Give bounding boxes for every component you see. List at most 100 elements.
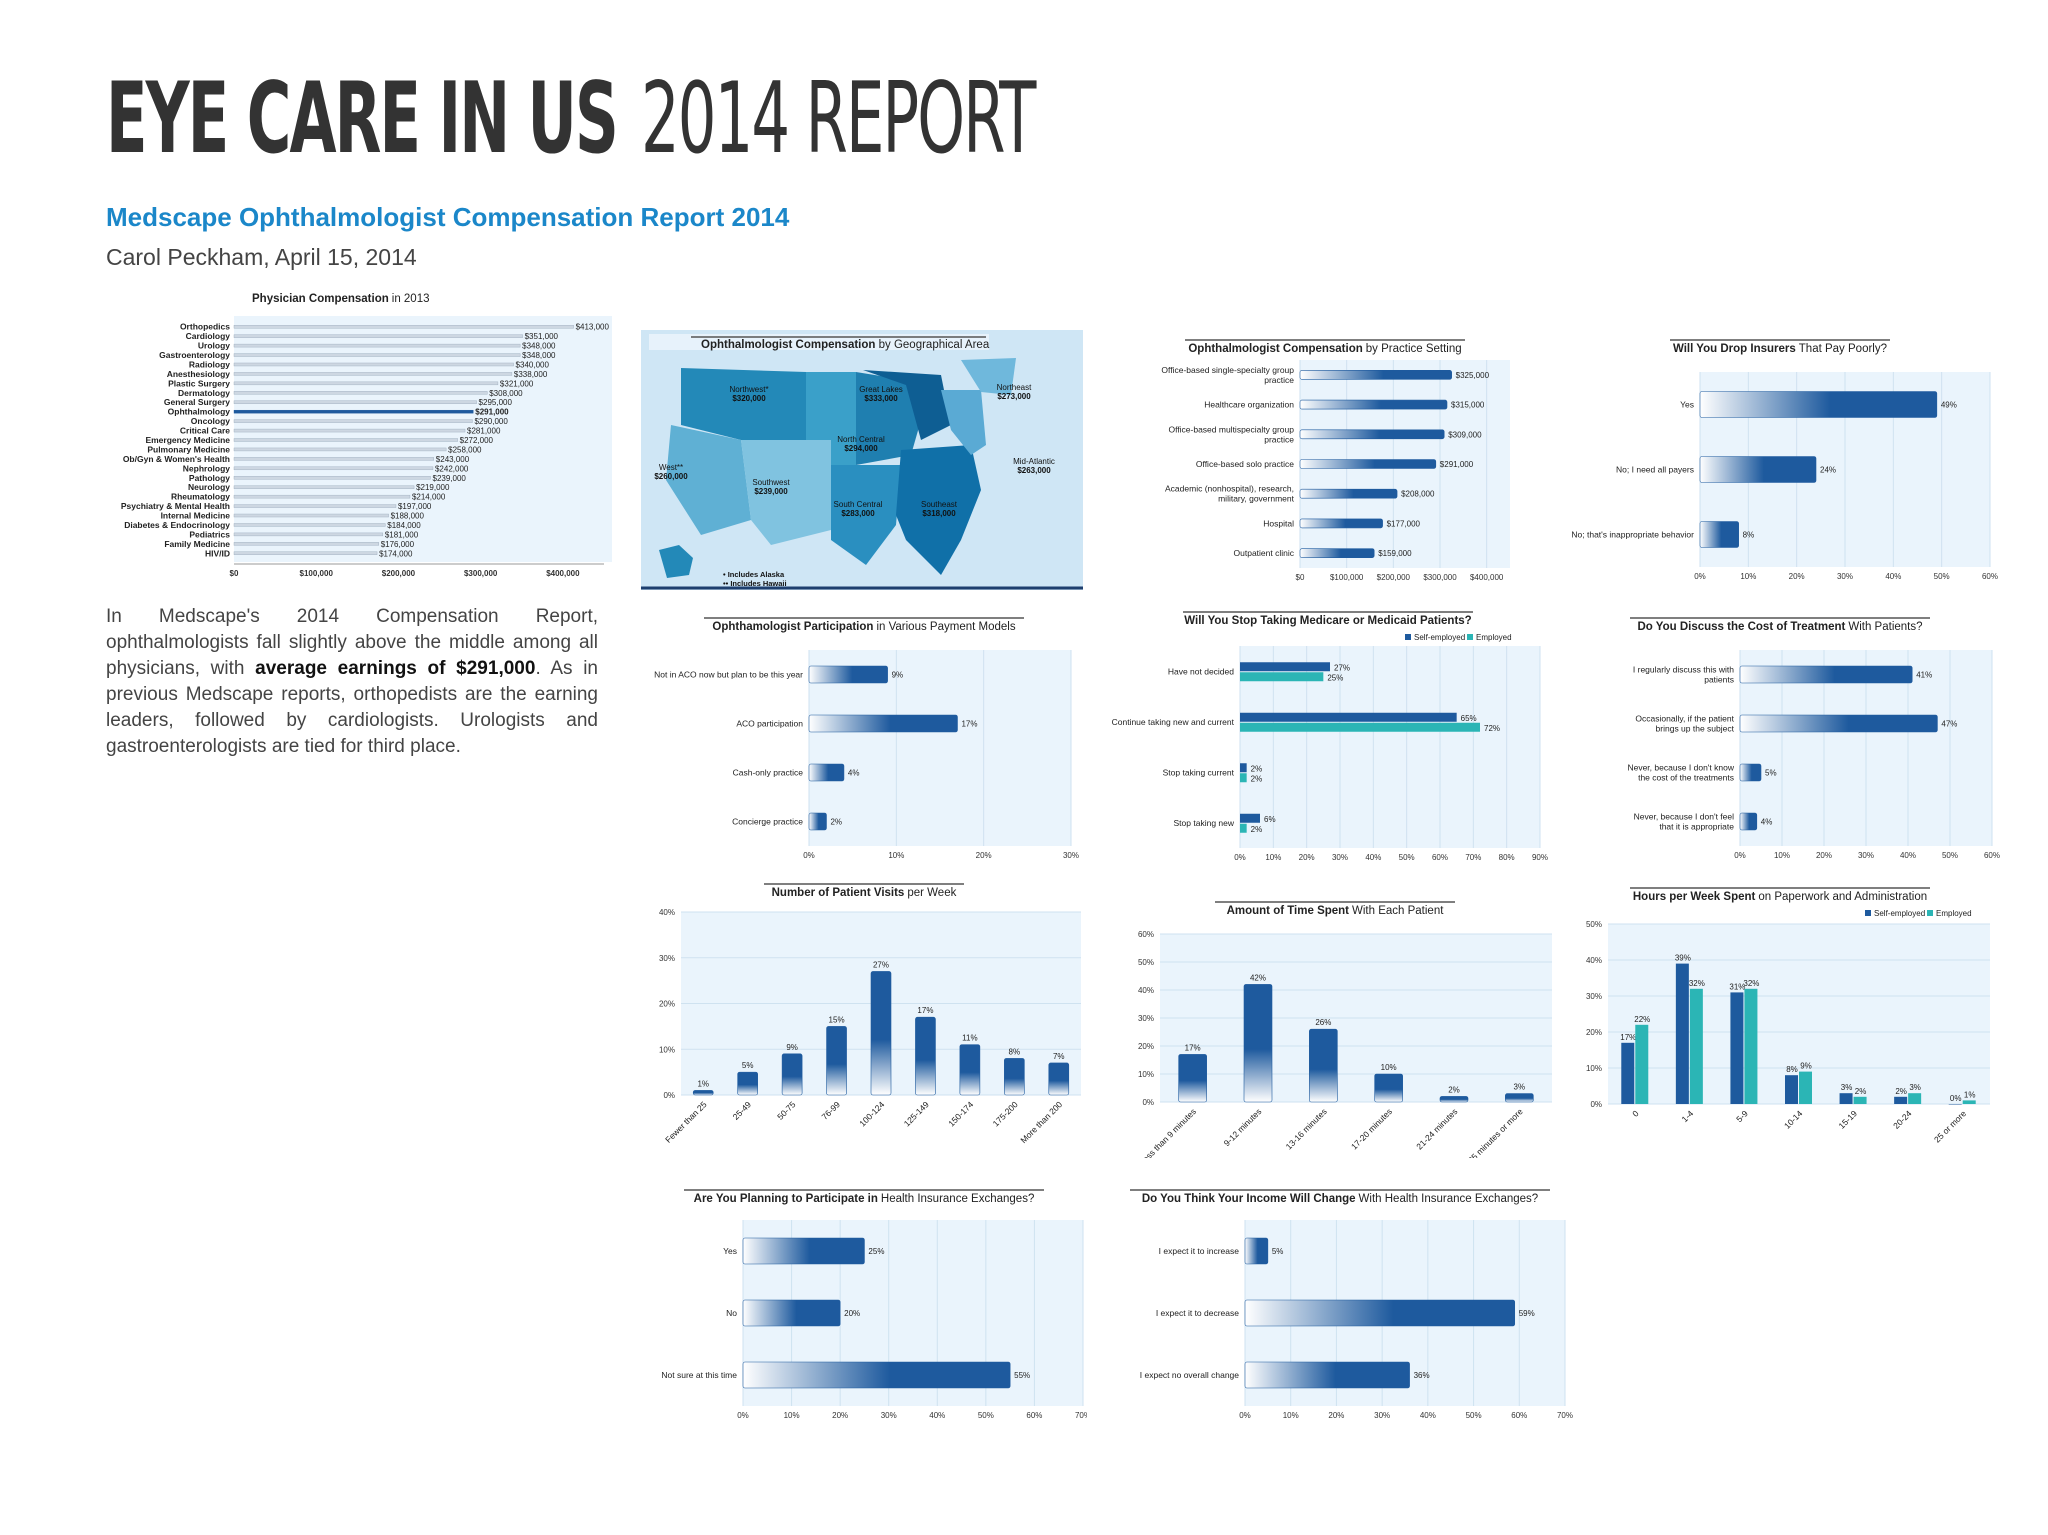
bar (233, 334, 523, 338)
category-label: Pediatrics (189, 529, 230, 539)
value-label: 4% (1761, 818, 1773, 827)
category-label: Never, because I don't know the cost of t… (1627, 763, 1734, 783)
x-tick-label: $0 (230, 569, 239, 578)
region-mid-atlantic (941, 390, 986, 455)
category-label: 150-174 (946, 1099, 975, 1128)
value-label: $181,000 (385, 530, 419, 539)
bar (1299, 488, 1398, 499)
x-tick-label: 30% (1332, 853, 1348, 862)
category-label-line: Yes (723, 1246, 737, 1256)
x-tick-label: 40% (1900, 851, 1916, 860)
category-label-line: Academic (nonhospital), research, (1165, 484, 1294, 494)
legend-label: Self-employed (1874, 909, 1925, 918)
x-tick-label: 30% (1837, 572, 1853, 581)
value-label: 8% (1743, 531, 1755, 540)
x-tick-label: $300,000 (464, 569, 498, 578)
y-tick-label: 10% (659, 1045, 675, 1054)
y-tick-label: 20% (1138, 1042, 1154, 1051)
map-label-south-central: South Central (834, 500, 883, 509)
map-label-northeast: Northeast (997, 383, 1032, 392)
x-tick-label: 30% (1063, 851, 1079, 860)
category-label: General Surgery (164, 397, 230, 407)
map-note-hawaii: •• Includes Hawaii (723, 579, 787, 588)
category-label-line: Stop taking new (1174, 818, 1235, 828)
category-label: 1-4 (1680, 1108, 1696, 1124)
chart-title-normal: per Week (907, 887, 956, 899)
category-label: Ophthalmology (168, 407, 231, 417)
value-label: $258,000 (448, 445, 482, 454)
chart-title-normal: With Patients? (1848, 621, 1922, 633)
chart-title: Number of Patient Visits per Week (772, 887, 957, 899)
bar (233, 457, 435, 461)
map-value-west: $260,000 (654, 472, 688, 481)
y-tick-label: 30% (1138, 1014, 1154, 1023)
value-label: 15% (829, 1015, 845, 1024)
bar (233, 438, 458, 442)
category-label-line: I expect it to decrease (1156, 1308, 1239, 1318)
bar-employed (1908, 1093, 1922, 1104)
value-label: 72% (1484, 724, 1500, 733)
category-label-line: No; that's inappropriate behavior (1571, 530, 1694, 540)
physician-compensation-svg: Physician Compensation in 2013 $0 $100,000 $… (121, 293, 612, 578)
x-tick-label: 50% (1934, 572, 1950, 581)
region-alaska (659, 545, 693, 578)
category-label: HIV/ID (205, 548, 230, 558)
chart-title: Ophthamologist Participation in Various P… (712, 621, 1015, 633)
category-label: 125-149 (902, 1099, 931, 1128)
category-label: I expect no overall change (1140, 1370, 1240, 1380)
category-label-line: I regularly discuss this with (1633, 665, 1734, 675)
map-label-west: West** (659, 463, 683, 472)
category-label-line: Outpatient clinic (1234, 548, 1295, 558)
x-tick-label: 30% (1858, 851, 1874, 860)
value-label: $239,000 (433, 474, 467, 483)
bar-employed (1635, 1024, 1649, 1104)
category-label-line: Continue taking new and current (1112, 717, 1235, 727)
x-tick-label: 60% (1984, 851, 2000, 860)
category-label: Diabetes & Endocrinology (124, 520, 230, 530)
x-tick-label: 40% (1885, 572, 1901, 581)
legend-label: Employed (1936, 909, 1972, 918)
page-title: EYE CARE IN US 2014 REPORT (106, 64, 1036, 174)
category-label-line: Never, because I don't know (1627, 763, 1734, 773)
bar-self-employed (1240, 813, 1260, 823)
time-per-patient-chart: Amount of Time Spent With Each Patient 0% 1… (1112, 896, 1558, 1158)
bar (233, 419, 473, 423)
bar (1299, 459, 1437, 469)
x-tick-label: 20% (1816, 851, 1832, 860)
value-label: $295,000 (479, 398, 513, 407)
bar (1048, 1062, 1070, 1096)
category-label: Emergency Medicine (145, 435, 230, 445)
chart-title-normal: Health Insurance Exchanges? (881, 1193, 1034, 1205)
x-tick-label: 70% (1075, 1411, 1087, 1420)
bar-self-employed (1675, 963, 1689, 1104)
bar-self-employed (1948, 1104, 1962, 1105)
value-label: $291,000 (1440, 460, 1474, 469)
category-label: Pulmonary Medicine (147, 444, 230, 454)
chart-title: Physician Compensation in 2013 (252, 293, 430, 305)
category-label-line: Office-based solo practice (1196, 459, 1294, 469)
category-label: No (726, 1308, 737, 1318)
value-label: $177,000 (1387, 519, 1421, 528)
category-label: More than 200 (1018, 1099, 1064, 1145)
bar (233, 343, 521, 348)
value-label: 5% (1272, 1247, 1284, 1256)
category-label: Office-based single-specialty group pract… (1161, 365, 1294, 385)
intro-text-bold: average earnings of $291,000 (255, 658, 536, 679)
x-tick-label: 20% (976, 851, 992, 860)
bar (737, 1071, 758, 1096)
chart-title-bold: Do You Think Your Income Will Change (1142, 1193, 1356, 1205)
bar (1505, 1093, 1534, 1103)
chart-title: Do You Think Your Income Will Change With… (1142, 1193, 1538, 1205)
x-tick-label: $400,000 (546, 569, 580, 578)
category-label: Outpatient clinic (1234, 548, 1295, 558)
value-label: 3% (1909, 1083, 1921, 1092)
value-label: 2% (1251, 825, 1263, 834)
value-label: 1% (697, 1079, 709, 1088)
value-label: 9% (892, 671, 904, 680)
bar (915, 1016, 936, 1096)
drop-insurers-svg: Will You Drop Insurers That Pay Poorly? 0%… (1571, 339, 1998, 581)
x-tick-label: 40% (1365, 853, 1381, 862)
category-label: 10-14 (1782, 1108, 1805, 1131)
x-tick-label: $200,000 (1377, 573, 1411, 582)
category-label-line: the cost of the treatments (1638, 773, 1734, 783)
